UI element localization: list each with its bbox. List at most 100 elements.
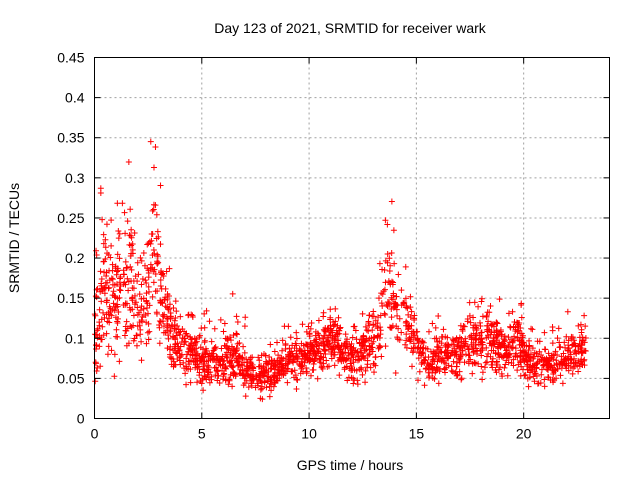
data-point bbox=[104, 351, 111, 358]
data-point bbox=[137, 326, 144, 333]
data-point bbox=[92, 360, 99, 367]
data-point bbox=[242, 314, 249, 321]
data-point bbox=[229, 383, 236, 390]
data-point bbox=[438, 348, 445, 355]
data-point bbox=[365, 327, 372, 334]
data-point bbox=[464, 318, 471, 325]
data-point bbox=[518, 349, 525, 356]
data-point bbox=[200, 387, 207, 394]
data-point bbox=[183, 330, 190, 337]
data-point bbox=[308, 341, 315, 348]
data-point bbox=[324, 363, 331, 370]
data-point bbox=[210, 347, 217, 354]
x-axis-tick-labels: 0 5 10 15 20 bbox=[91, 426, 532, 442]
data-point bbox=[157, 182, 164, 189]
data-point bbox=[131, 229, 138, 236]
data-point bbox=[478, 329, 485, 336]
data-point bbox=[263, 384, 270, 391]
data-point bbox=[108, 242, 115, 249]
data-point bbox=[158, 269, 165, 276]
data-point bbox=[122, 230, 129, 237]
data-point bbox=[265, 377, 272, 384]
data-point bbox=[215, 372, 222, 379]
data-point bbox=[457, 351, 464, 358]
data-point bbox=[285, 323, 292, 330]
data-point bbox=[565, 367, 572, 374]
data-point bbox=[154, 253, 161, 260]
data-point bbox=[411, 332, 418, 339]
data-point bbox=[164, 321, 171, 328]
data-point bbox=[298, 358, 305, 365]
data-point bbox=[165, 324, 172, 331]
data-point bbox=[478, 352, 485, 359]
data-point bbox=[108, 217, 115, 224]
data-point bbox=[315, 317, 322, 324]
data-point bbox=[450, 341, 457, 348]
data-point bbox=[243, 356, 250, 363]
data-point bbox=[274, 375, 281, 382]
data-point bbox=[435, 350, 442, 357]
data-point bbox=[527, 354, 534, 361]
data-point bbox=[220, 358, 227, 365]
data-point bbox=[105, 285, 112, 292]
data-point bbox=[453, 363, 460, 370]
data-point bbox=[314, 330, 321, 337]
data-point bbox=[365, 337, 372, 344]
data-point bbox=[366, 312, 373, 319]
data-point bbox=[442, 333, 449, 340]
data-point bbox=[381, 267, 388, 274]
data-point bbox=[326, 340, 333, 347]
data-point bbox=[130, 312, 137, 319]
data-point bbox=[202, 345, 209, 352]
data-point bbox=[314, 375, 321, 382]
data-point bbox=[321, 341, 328, 348]
data-point bbox=[108, 347, 115, 354]
data-point bbox=[114, 320, 121, 327]
data-point bbox=[329, 337, 336, 344]
data-point bbox=[268, 365, 275, 372]
data-point bbox=[334, 331, 341, 338]
data-point bbox=[284, 379, 291, 386]
data-point bbox=[560, 358, 567, 365]
data-point bbox=[496, 296, 503, 303]
data-point bbox=[450, 358, 457, 365]
data-point bbox=[374, 333, 381, 340]
data-point bbox=[445, 342, 452, 349]
data-point bbox=[297, 347, 304, 354]
data-point bbox=[104, 297, 111, 304]
data-point bbox=[538, 352, 545, 359]
data-point bbox=[361, 338, 368, 345]
data-point bbox=[98, 282, 105, 289]
data-point bbox=[124, 325, 131, 332]
data-point bbox=[157, 300, 164, 307]
data-point bbox=[155, 259, 162, 266]
data-point bbox=[522, 371, 529, 378]
data-point bbox=[93, 247, 100, 254]
data-point bbox=[372, 354, 379, 361]
data-point bbox=[125, 287, 132, 294]
data-point bbox=[94, 364, 101, 371]
data-point bbox=[359, 353, 366, 360]
data-point bbox=[103, 221, 110, 228]
plot-frame bbox=[94, 57, 610, 419]
data-point bbox=[362, 323, 369, 330]
data-point bbox=[569, 370, 576, 377]
data-point bbox=[362, 347, 369, 354]
x-tick-label: 20 bbox=[516, 426, 532, 442]
data-point bbox=[122, 258, 129, 265]
data-point bbox=[249, 354, 256, 361]
data-point bbox=[528, 325, 535, 332]
data-point bbox=[143, 290, 150, 297]
data-point bbox=[279, 337, 286, 344]
data-point bbox=[299, 321, 306, 328]
data-point bbox=[127, 253, 134, 260]
data-point bbox=[214, 377, 221, 384]
data-point bbox=[414, 377, 421, 384]
data-point bbox=[307, 372, 314, 379]
data-point bbox=[493, 369, 500, 376]
data-point bbox=[152, 143, 159, 150]
data-point bbox=[149, 252, 156, 259]
data-point bbox=[128, 266, 135, 273]
data-point bbox=[478, 347, 485, 353]
data-point bbox=[434, 338, 441, 345]
